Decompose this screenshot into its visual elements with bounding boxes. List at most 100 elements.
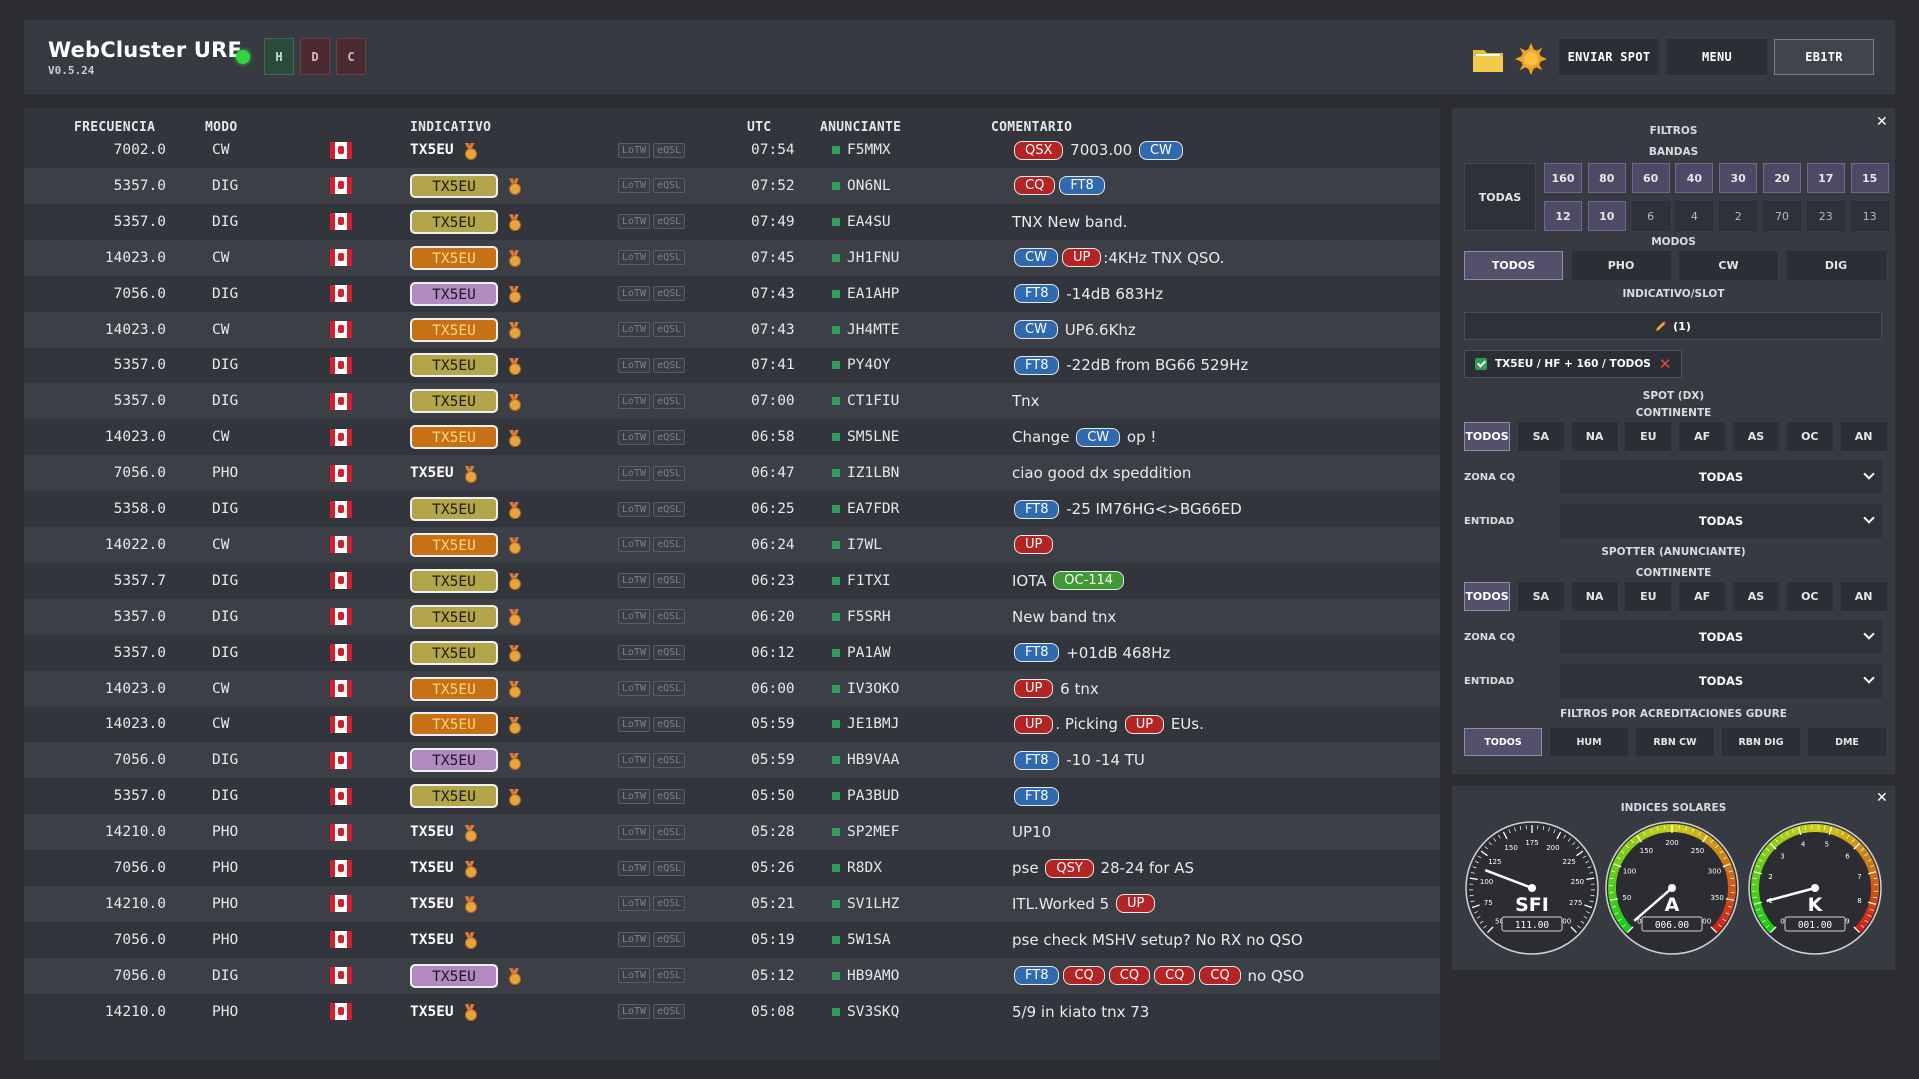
spotter[interactable]: JH1FNU [847,249,900,266]
callsign[interactable]: TX5EU [410,824,454,841]
spotter-continent-eu[interactable]: EU [1625,582,1672,611]
folder-icon[interactable] [1472,45,1504,73]
slot-add-field[interactable]: (1) [1464,312,1882,340]
table-row[interactable]: 7056.0 DIG TX5EU LoTW eQSL 07:43 EA1AHP F… [24,276,1440,312]
callsign-badge[interactable]: TX5EU [410,317,498,342]
frequency[interactable]: 5357.0 [113,177,166,194]
frequency[interactable]: 5357.0 [113,393,166,410]
table-row[interactable]: 5357.0 DIG TX5EU LoTW eQSL 07:41 PY4OY FT… [24,347,1440,383]
spotter[interactable]: SP2MEF [847,824,900,841]
callsign-badge[interactable]: TX5EU [410,604,498,629]
table-row[interactable]: 5357.0 DIG TX5EU LoTW eQSL 06:20 F5SRH Ne… [24,598,1440,635]
band-button-6[interactable]: 6 [1631,201,1670,231]
table-row[interactable]: 14210.0 PHO TX5EU LoTW eQSL 05:21 SV1LHZ … [24,885,1440,922]
band-button-70[interactable]: 70 [1763,201,1801,231]
callsign-badge[interactable]: TX5EU [410,963,498,988]
dx-continent-oc[interactable]: OC [1786,422,1833,451]
frequency[interactable]: 5357.7 [113,572,166,589]
accred-button-hum[interactable]: HUM [1550,728,1628,756]
spotter[interactable]: SV1LHZ [847,895,900,912]
dx-continent-an[interactable]: AN [1840,422,1887,451]
callsign-badge[interactable]: TX5EU [410,712,498,737]
callsign-badge[interactable]: TX5EU [410,209,498,234]
frequency[interactable]: 14023.0 [104,249,166,266]
frequency[interactable]: 5357.0 [113,608,166,625]
frequency[interactable]: 5357.0 [113,357,166,374]
table-row[interactable]: 7056.0 PHO TX5EU LoTW eQSL 05:19 5W1SA ps… [24,922,1440,958]
dx-continent-todos[interactable]: TODOS [1464,422,1510,451]
spotter[interactable]: SV3SKQ [847,1003,900,1020]
spotter[interactable]: IZ1LBN [847,465,900,482]
callsign-badge[interactable]: TX5EU [410,425,498,450]
spotter[interactable]: EA1AHP [847,285,900,302]
band-button-23[interactable]: 23 [1806,201,1845,231]
spotter[interactable]: CT1FIU [847,393,900,410]
callsign-badge[interactable]: TX5EU [410,353,498,378]
callsign[interactable]: TX5EU [410,895,454,912]
mode-button-todos[interactable]: TODOS [1464,251,1563,280]
callsign-badge[interactable]: TX5EU [410,568,498,593]
callsign-badge[interactable]: TX5EU [410,532,498,557]
dx-continent-sa[interactable]: SA [1517,422,1564,451]
col-callsign[interactable]: INDICATIVO [410,120,492,135]
band-button-17[interactable]: 17 [1806,163,1845,193]
band-button-13[interactable]: 13 [1850,201,1889,231]
frequency[interactable]: 7056.0 [113,967,166,984]
zona-cq-select-dx[interactable]: TODAS [1560,460,1882,494]
checkbox-icon[interactable] [1475,358,1487,370]
frequency[interactable]: 14210.0 [104,824,166,841]
table-row[interactable]: 5357.0 DIG TX5EU LoTW eQSL 05:50 PA3BUD F… [24,778,1440,814]
spotter[interactable]: SM5LNE [847,429,900,446]
callsign-badge[interactable]: TX5EU [410,497,498,521]
band-button-160[interactable]: 160 [1544,163,1582,193]
callsign-badge[interactable]: TX5EU [410,748,498,773]
table-row[interactable]: 5358.0 DIG TX5EU LoTW eQSL 06:25 EA7FDR F… [24,491,1440,527]
frequency[interactable]: 5357.0 [113,788,166,805]
table-row[interactable]: 14023.0 CW TX5EU LoTW eQSL 06:00 IV3OKO U… [24,670,1440,707]
dx-continent-na[interactable]: NA [1571,422,1618,451]
close-solar-icon[interactable]: ✕ [1876,790,1888,806]
spotter[interactable]: PA1AW [847,644,891,661]
callsign-badge[interactable]: TX5EU [410,245,498,270]
accred-button-rbn-cw[interactable]: RBN CW [1636,728,1714,756]
spotter[interactable]: ON6NL [847,177,891,194]
spotter[interactable]: F5SRH [847,608,891,625]
mode-button-cw[interactable]: CW [1679,251,1778,280]
frequency[interactable]: 14210.0 [104,1003,166,1020]
callsign-badge[interactable]: TX5EU [410,640,498,665]
frequency[interactable]: 5358.0 [113,501,166,517]
spotter[interactable]: PA3BUD [847,788,900,805]
frequency[interactable]: 5357.0 [113,213,166,230]
hdc-h-button[interactable]: H [264,38,294,75]
slot-chip[interactable]: TX5EU / HF + 160 / TODOS ✕ [1464,350,1683,378]
spotter[interactable]: HB9VAA [847,752,900,769]
spotter-continent-af[interactable]: AF [1679,582,1726,611]
table-row[interactable]: 14023.0 CW TX5EU LoTW eQSL 07:43 JH4MTE C… [24,311,1440,348]
callsign[interactable]: TX5EU [410,465,454,482]
spotter[interactable]: IV3OKO [847,680,900,697]
frequency[interactable]: 14023.0 [104,429,166,446]
band-button-60[interactable]: 60 [1631,163,1670,193]
frequency[interactable]: 7056.0 [113,931,166,948]
table-row[interactable]: 7056.0 DIG TX5EU LoTW eQSL 05:59 HB9VAA F… [24,742,1440,779]
table-row[interactable]: 7056.0 DIG TX5EU LoTW eQSL 05:12 HB9AMO F… [24,957,1440,994]
spotter[interactable]: F5MMX [847,142,891,158]
table-row[interactable]: 14022.0 CW TX5EU LoTW eQSL 06:24 I7WL UP [24,526,1440,563]
hdc-c-button[interactable]: C [336,38,366,75]
dx-continent-eu[interactable]: EU [1625,422,1672,451]
table-row[interactable]: 7056.0 PHO TX5EU LoTW eQSL 06:47 IZ1LBN c… [24,455,1440,492]
table-row[interactable]: 14023.0 CW TX5EU LoTW eQSL 07:45 JH1FNU C… [24,239,1440,276]
dx-continent-af[interactable]: AF [1679,422,1726,451]
spotter[interactable]: HB9AMO [847,967,900,984]
spotter-continent-oc[interactable]: OC [1786,582,1833,611]
table-row[interactable]: 5357.0 DIG TX5EU LoTW eQSL 07:52 ON6NL CQ… [24,167,1440,204]
col-comment[interactable]: COMENTARIO [991,120,1073,135]
remove-slot-icon[interactable]: ✕ [1658,355,1672,373]
spotter[interactable]: 5W1SA [847,931,891,948]
table-row[interactable]: 5357.7 DIG TX5EU LoTW eQSL 06:23 F1TXI IO… [24,563,1440,599]
callsign-badge[interactable]: TX5EU [410,676,498,701]
table-row[interactable]: 14023.0 CW TX5EU LoTW eQSL 05:59 JE1BMJ U… [24,706,1440,742]
spotter[interactable]: F1TXI [847,572,891,589]
entidad-select-dx[interactable]: TODAS [1560,504,1882,538]
close-filters-icon[interactable]: ✕ [1876,114,1888,130]
